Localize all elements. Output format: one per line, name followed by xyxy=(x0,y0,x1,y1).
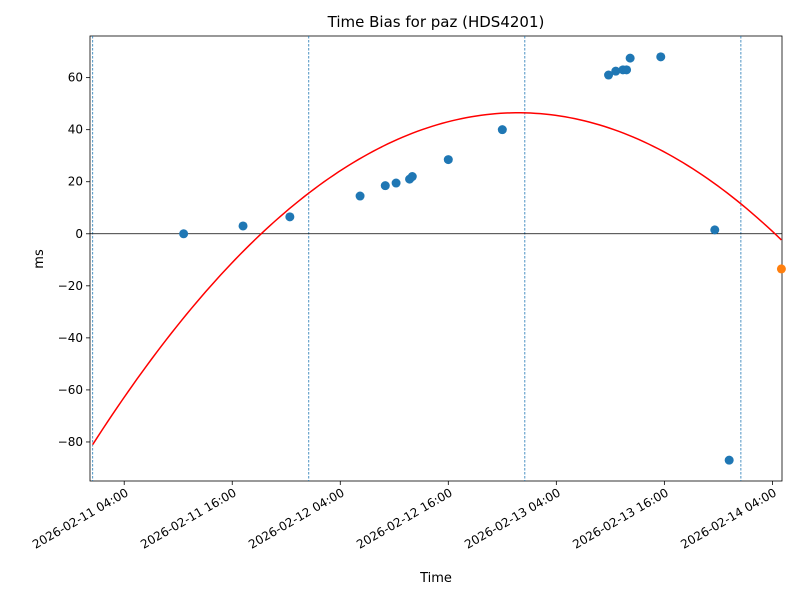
data-point xyxy=(497,125,507,135)
data-point xyxy=(407,172,417,182)
y-tick-label: −20 xyxy=(58,279,83,293)
y-tick-label: 20 xyxy=(68,175,83,189)
chart-title: Time Bias for paz (HDS4201) xyxy=(327,13,545,31)
x-tick-label: 2026-02-12 16:00 xyxy=(354,485,455,551)
vertical-reference-lines xyxy=(92,36,742,481)
x-tick-label: 2026-02-11 16:00 xyxy=(138,485,239,551)
data-point xyxy=(179,229,189,239)
data-point xyxy=(656,52,666,62)
data-point xyxy=(622,65,632,75)
fit-curve-layer xyxy=(92,112,782,445)
x-tick-label: 2026-02-13 16:00 xyxy=(570,485,671,551)
y-tick-label: −80 xyxy=(58,435,83,449)
x-tick-label: 2026-02-14 04:00 xyxy=(678,485,779,551)
fit-curve xyxy=(92,112,782,445)
data-point xyxy=(355,191,365,201)
x-tick-label: 2026-02-12 04:00 xyxy=(246,485,347,551)
plot-area xyxy=(89,35,783,482)
y-tick-label: −40 xyxy=(58,331,83,345)
x-tick-label: 2026-02-11 04:00 xyxy=(30,485,131,551)
data-point xyxy=(604,70,614,80)
y-tick-label: −60 xyxy=(58,383,83,397)
data-point xyxy=(724,455,734,465)
y-tick-label: 60 xyxy=(68,71,83,85)
data-point xyxy=(611,66,621,76)
data-point xyxy=(625,53,635,63)
x-axis: 2026-02-11 04:00 2026-02-11 16:00 2026-02-… xyxy=(30,481,779,552)
data-point xyxy=(391,178,401,188)
y-axis-label: ms xyxy=(32,249,47,269)
data-point xyxy=(238,221,248,231)
data-point xyxy=(776,264,786,274)
data-point xyxy=(380,181,390,191)
data-point xyxy=(443,155,453,165)
data-points xyxy=(179,52,786,465)
x-tick-label: 2026-02-13 04:00 xyxy=(462,485,563,551)
y-tick-label: 40 xyxy=(68,123,83,137)
x-axis-label: Time xyxy=(419,571,452,586)
y-axis: −80 −60 −40 −20 0 20 40 60 xyxy=(58,71,90,449)
data-point xyxy=(710,225,720,235)
data-point xyxy=(285,212,295,222)
y-tick-label: 0 xyxy=(75,227,83,241)
